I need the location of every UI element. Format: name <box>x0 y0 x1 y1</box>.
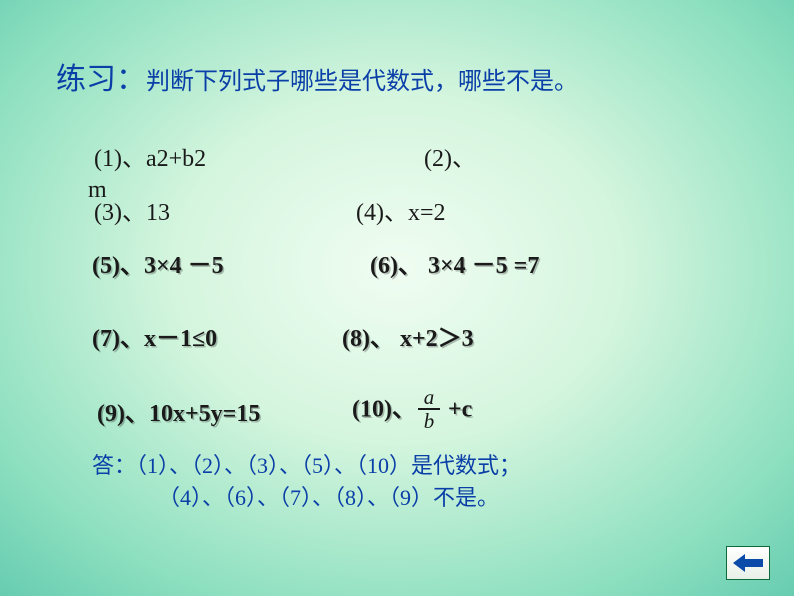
fraction-numerator: a <box>424 386 435 408</box>
item-1: (1)、a2+b2 <box>94 138 424 173</box>
exercise-title: 练习： 判断下列式子哪些是代数式，哪些不是。 <box>56 54 578 98</box>
title-text: 判断下列式子哪些是代数式，哪些不是。 <box>146 61 578 96</box>
back-arrow-shape <box>733 554 763 572</box>
row-9-10: (9)、10x+5y=15 (10)、 a b +c <box>97 388 737 434</box>
item-10-pre: (10)、 <box>352 396 416 422</box>
item-5: (5)、3×4 －5 <box>92 245 370 280</box>
item-8: (8)、 x+2＞3 <box>342 318 474 353</box>
answer-line-1: 答：（1）、（2）、（3）、（5）、（10）是代数式； <box>92 450 521 482</box>
title-label: 练习： <box>56 54 146 98</box>
back-button[interactable] <box>726 546 770 580</box>
answer-line-2: （4）、（6）、（7）、（8）、（9）不是。 <box>92 482 521 514</box>
row-7-8: (7)、x－1≤0 (8)、 x+2＞3 <box>92 318 732 353</box>
back-arrow-icon <box>733 554 763 572</box>
fraction-denominator: b <box>424 410 435 432</box>
answer-block: 答：（1）、（2）、（3）、（5）、（10）是代数式； （4）、（6）、（7）、… <box>92 450 521 514</box>
row-1-2: (1)、a2+b2 (2)、 <box>94 138 694 173</box>
item-9: (9)、10x+5y=15 <box>97 393 352 428</box>
item-4: (4)、x=2 <box>356 192 446 227</box>
item-2: (2)、 <box>424 138 476 173</box>
item-10-post: +c <box>442 396 472 422</box>
item-3: (3)、13 <box>94 192 356 227</box>
item-6: (6)、 3×4 －5 =7 <box>370 245 539 280</box>
row-3-4: (3)、13 (4)、x=2 <box>94 192 694 227</box>
item-7: (7)、x－1≤0 <box>92 318 342 353</box>
item-10: (10)、 a b +c <box>352 388 472 434</box>
fraction-a-over-b: a b <box>418 386 440 432</box>
row-5-6: (5)、3×4 －5 (6)、 3×4 －5 =7 <box>92 245 732 280</box>
